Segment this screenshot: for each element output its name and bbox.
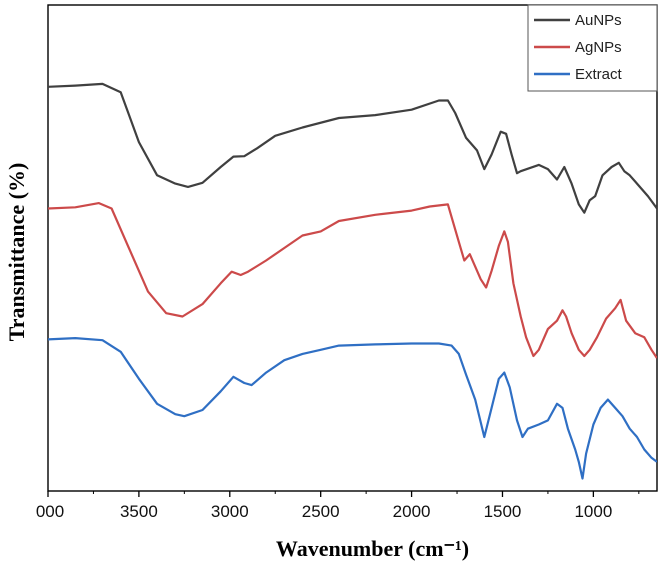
series-line-agnps <box>48 202 657 359</box>
x-axis: 000 3500 3000 2500 2000 1500 1000 <box>36 491 640 521</box>
series-layer <box>48 82 657 480</box>
x-tick-label: 1000 <box>574 502 612 521</box>
x-tick-label: 1500 <box>484 502 522 521</box>
series-line-aunps <box>48 82 657 214</box>
legend-label-extract: Extract <box>575 66 623 83</box>
x-tick-label: 2500 <box>302 502 340 521</box>
x-tick-label: 000 <box>36 502 64 521</box>
y-axis-title: Transmittance (%) <box>4 163 29 342</box>
plot-frame <box>47 4 658 492</box>
x-tick-label: 3500 <box>120 502 158 521</box>
legend: AuNPs AgNPs Extract <box>527 4 658 92</box>
legend-label-agnps: AgNPs <box>575 39 622 56</box>
series-line-extract <box>48 337 657 480</box>
legend-label-aunps: AuNPs <box>575 12 622 29</box>
x-tick-label: 2000 <box>393 502 431 521</box>
x-axis-title: Wavenumber (cm⁻¹) <box>276 536 469 561</box>
x-tick-label: 3000 <box>211 502 249 521</box>
